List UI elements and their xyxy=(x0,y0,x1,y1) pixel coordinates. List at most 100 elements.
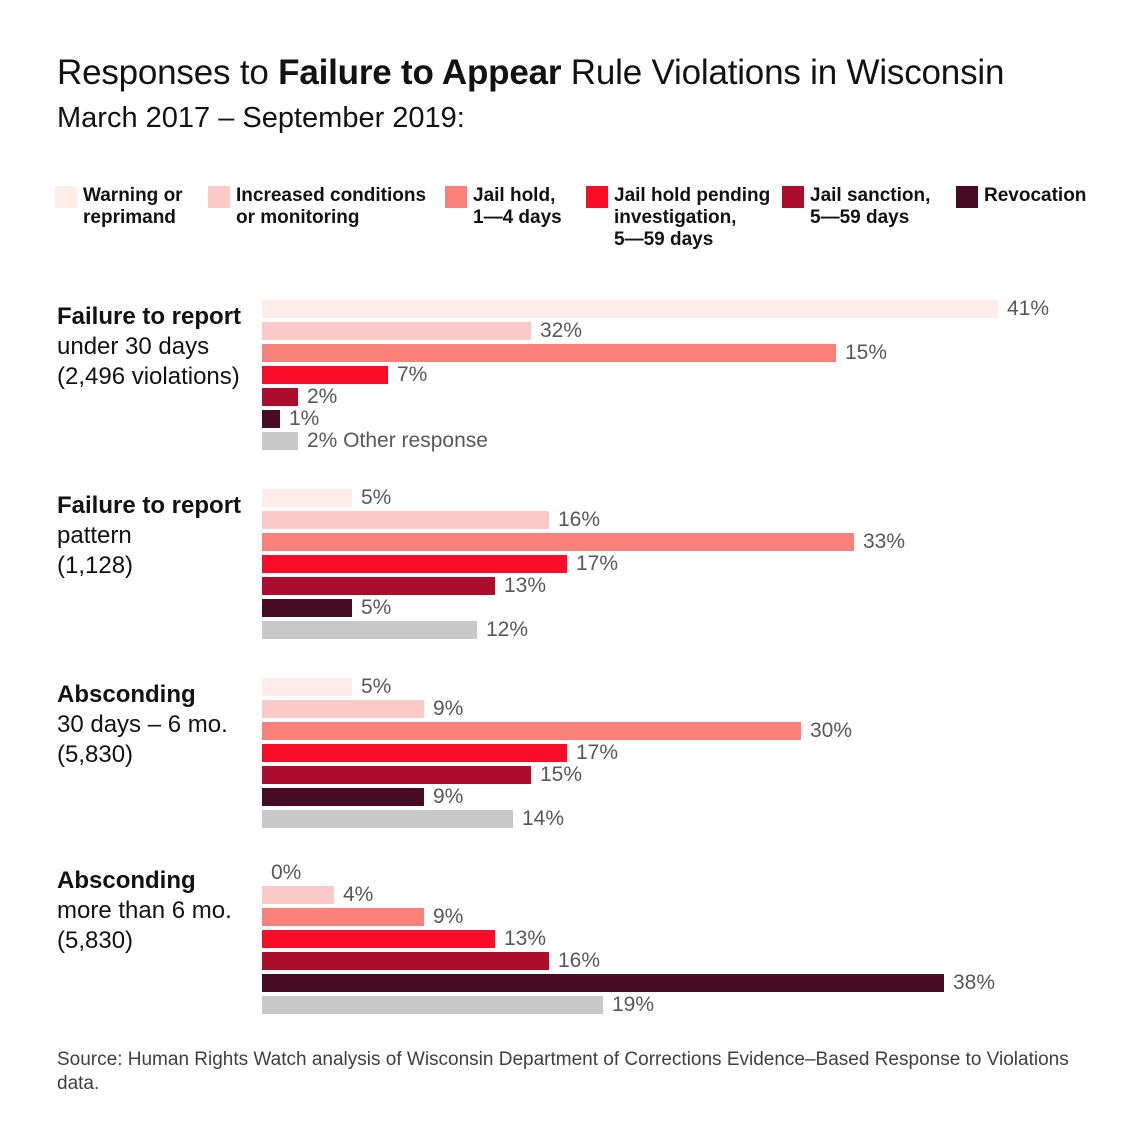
bar-value-label: 13% xyxy=(504,574,547,597)
bar-row: 38% xyxy=(262,971,996,994)
group-label-line: more than 6 mo. xyxy=(57,897,232,924)
bar-value-label: 16% xyxy=(558,949,601,972)
bar-row: 16% xyxy=(262,949,995,972)
bar-value-label: 14% xyxy=(522,807,565,830)
bar-value-label: 12% xyxy=(486,618,529,641)
legend-label: Jail hold pending investigation, 5—59 da… xyxy=(614,185,771,250)
bar-revocation xyxy=(262,788,424,806)
bar-row: 9% xyxy=(262,906,995,927)
bar-jail_hold_1_4 xyxy=(262,908,424,926)
bar-row: 4% xyxy=(262,883,995,906)
group-label-line: pattern xyxy=(57,522,132,549)
legend-swatch-icon xyxy=(55,186,77,208)
bar-value-label: 15% xyxy=(540,763,583,786)
bar-row: 0% xyxy=(262,861,995,884)
bars-container: 5% 16% 33% 17% 13% 5% 12% xyxy=(262,486,905,643)
bar-increased xyxy=(262,700,424,718)
bars-container: 0% 4% 9% 13% 16% 38% 19% xyxy=(262,861,996,1018)
bar-warning xyxy=(262,489,352,507)
source-note: Source: Human Rights Watch analysis of W… xyxy=(57,1049,1069,1094)
bar-row: 30% xyxy=(262,719,853,742)
bar-other xyxy=(262,432,298,450)
group-label-line: 30 days – 6 mo. xyxy=(57,711,228,738)
bar-value-label: 15% xyxy=(845,341,888,364)
bar-row: 41% xyxy=(262,298,1049,319)
legend-item-jail_hold_pending: Jail hold pending investigation, 5—59 da… xyxy=(586,185,770,251)
group-label: Absconding more than 6 mo. (5,830) xyxy=(57,866,257,956)
bar-increased xyxy=(262,322,531,340)
bar-jail_hold_1_4 xyxy=(262,533,854,551)
chart-title-suffix: Rule Violations in Wisconsin xyxy=(561,53,1005,92)
bar-value-label: 4% xyxy=(343,883,374,906)
legend-item-jail_sanction: Jail sanction, 5—59 days xyxy=(782,185,930,229)
group-label-line: (2,496 violations) xyxy=(57,363,240,390)
bar-value-label: 38% xyxy=(953,971,996,994)
bar-row: 2% xyxy=(262,385,1049,408)
bar-row: 32% xyxy=(262,319,1049,342)
legend-item-warning: Warning or reprimand xyxy=(55,185,183,229)
bar-other xyxy=(262,996,603,1014)
bar-row: 16% xyxy=(262,508,905,531)
legend-swatch-icon xyxy=(956,186,978,208)
group-label-line: Failure to report xyxy=(57,303,242,330)
bar-increased xyxy=(262,886,334,904)
bar-value-label: 5% xyxy=(361,675,392,698)
legend-label: Warning or reprimand xyxy=(83,185,183,228)
bar-row: 1% xyxy=(262,407,1049,430)
chart-title: Responses to Failure to Appear Rule Viol… xyxy=(57,52,1004,94)
legend-swatch-icon xyxy=(782,186,804,208)
bar-row: 14% xyxy=(262,807,852,830)
group-label-line: (1,128) xyxy=(57,552,134,579)
bar-row: 15% xyxy=(262,763,852,786)
group-label-line: Absconding xyxy=(57,681,196,708)
bar-revocation xyxy=(262,974,944,992)
group-label: Absconding 30 days – 6 mo. (5,830) xyxy=(57,680,257,770)
bar-increased xyxy=(262,511,549,529)
group-label-line: under 30 days xyxy=(57,333,210,360)
bar-value-label: 16% xyxy=(558,508,601,531)
bar-jail_sanction xyxy=(262,952,549,970)
bar-value-label: 5% xyxy=(361,486,392,509)
bar-row: 2% Other response xyxy=(262,429,1049,452)
legend-item-jail_hold_1_4: Jail hold, 1—4 days xyxy=(445,185,562,229)
bar-row: 19% xyxy=(262,994,995,1015)
bar-row: 15% xyxy=(262,341,1049,364)
group-label: Failure to report pattern (1,128) xyxy=(57,491,257,581)
bar-value-label: 2% Other response xyxy=(307,429,488,452)
bar-value-label: 0% xyxy=(271,861,302,884)
group-label-line: (5,830) xyxy=(57,927,134,954)
bar-row: 7% xyxy=(262,364,1049,385)
bar-value-label: 13% xyxy=(504,927,547,950)
bar-row: 13% xyxy=(262,574,905,597)
chart-title-emphasis: Failure to Appear xyxy=(278,53,562,92)
chart-title-prefix: Responses to xyxy=(57,53,279,92)
bar-value-label: 9% xyxy=(433,785,464,808)
bar-row: 9% xyxy=(262,785,852,808)
bar-row: 17% xyxy=(262,553,905,574)
bar-jail_hold_pending xyxy=(262,366,388,384)
bar-other xyxy=(262,810,513,828)
bar-value-label: 17% xyxy=(576,741,619,764)
bar-value-label: 5% xyxy=(361,596,392,619)
bar-warning xyxy=(262,678,352,696)
bar-value-label: 2% xyxy=(307,385,338,408)
bar-warning xyxy=(262,300,998,318)
group-label-line: Failure to report xyxy=(57,492,242,519)
bar-other xyxy=(262,621,477,639)
bar-row: 9% xyxy=(262,698,852,719)
legend-swatch-icon xyxy=(208,186,230,208)
bar-revocation xyxy=(262,599,352,617)
bars-container: 5% 9% 30% 17% 15% 9% 14% xyxy=(262,675,853,832)
bar-jail_hold_pending xyxy=(262,744,567,762)
legend-label: Revocation xyxy=(984,185,1087,206)
bar-value-label: 1% xyxy=(289,407,320,430)
bar-jail_sanction xyxy=(262,577,495,595)
bar-row: 5% xyxy=(262,596,905,619)
bar-jail_hold_1_4 xyxy=(262,722,801,740)
bar-value-label: 32% xyxy=(540,319,583,342)
legend-label: Increased conditions or monitoring xyxy=(236,185,427,228)
bar-revocation xyxy=(262,410,280,428)
bar-value-label: 30% xyxy=(810,719,853,742)
